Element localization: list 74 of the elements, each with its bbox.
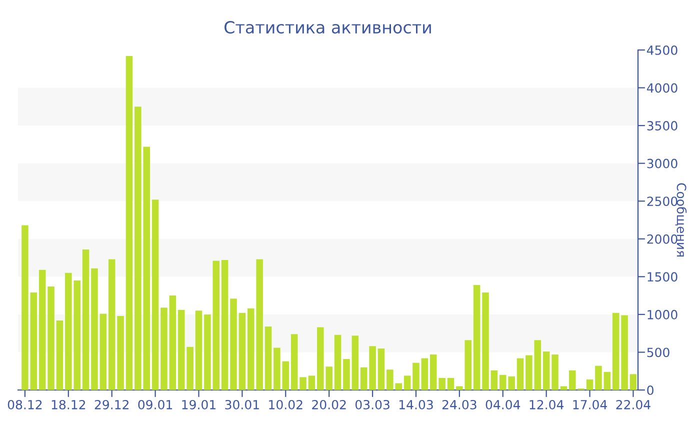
bar — [421, 358, 428, 390]
bar — [48, 286, 54, 390]
bar — [612, 312, 620, 390]
bar — [334, 334, 342, 390]
bar — [195, 310, 202, 390]
bar — [482, 292, 489, 390]
bar — [412, 362, 420, 390]
bar — [473, 284, 480, 390]
bar — [560, 386, 568, 390]
x-tick-label: 18.12 — [52, 400, 86, 410]
bar — [38, 270, 46, 390]
y-tick-label: 4500 — [646, 45, 678, 55]
bar — [238, 312, 246, 390]
bar — [586, 379, 594, 390]
x-tick-label: 04.04 — [486, 400, 520, 410]
bar — [264, 326, 272, 390]
bar — [221, 260, 228, 390]
y-tick-label: 3000 — [647, 158, 678, 168]
bar — [630, 374, 637, 390]
chart-title: Статистика активности — [224, 20, 431, 34]
y-tick-label: 1000 — [648, 310, 678, 320]
bar — [22, 225, 28, 390]
x-tick-label: 12.04 — [530, 400, 564, 410]
bar — [621, 315, 628, 390]
x-tick-label: 17.04 — [573, 400, 607, 410]
y-tick-label: 500 — [647, 348, 670, 358]
bar — [117, 316, 124, 390]
y-tick-label: 2500 — [647, 196, 678, 206]
bar — [82, 249, 90, 390]
x-tick-label: 09.01 — [138, 400, 172, 410]
y-tick-label: 0 — [647, 385, 654, 395]
x-tick-label: 30.01 — [225, 400, 259, 410]
bar — [490, 370, 498, 390]
bar — [369, 346, 376, 390]
bar — [552, 354, 558, 390]
bar — [100, 314, 107, 390]
y-axis-title: Сообщения — [675, 183, 687, 256]
bar — [516, 358, 524, 390]
bar — [126, 56, 133, 390]
x-tick-label: 20.02 — [312, 400, 346, 410]
bar — [352, 336, 359, 390]
bar — [378, 348, 385, 390]
bar — [91, 268, 98, 390]
bar — [447, 378, 454, 390]
bar — [290, 334, 298, 390]
bar — [160, 308, 168, 390]
x-tick-label: 19.01 — [182, 400, 216, 410]
x-tick-label: 03.03 — [355, 400, 390, 410]
bar — [56, 320, 64, 390]
bar — [308, 376, 316, 390]
bar — [108, 259, 116, 390]
bar — [343, 359, 350, 390]
y-tick-label: 2000 — [647, 234, 678, 244]
y-tick-label: 4000 — [646, 83, 678, 93]
x-tick-label: 08.12 — [8, 400, 42, 410]
bar — [438, 378, 446, 390]
bar — [595, 366, 602, 390]
bar — [230, 298, 237, 390]
bar — [360, 367, 368, 390]
x-tick-label: 14.03 — [399, 400, 433, 410]
bar — [152, 200, 159, 390]
bar — [542, 351, 550, 390]
x-tick-label: 10.02 — [269, 400, 302, 410]
y-tick-label: 3500 — [647, 121, 678, 130]
bar — [604, 372, 611, 390]
x-tick-label: 29.12 — [94, 400, 128, 410]
bar — [30, 292, 38, 390]
x-tick-label: 22.04 — [616, 400, 650, 410]
bar — [430, 354, 437, 390]
bar — [169, 296, 176, 390]
x-tick-label: 24.03 — [442, 400, 476, 410]
bar — [300, 377, 306, 390]
bar — [404, 376, 411, 390]
y-tick-label: 1500 — [648, 272, 678, 282]
